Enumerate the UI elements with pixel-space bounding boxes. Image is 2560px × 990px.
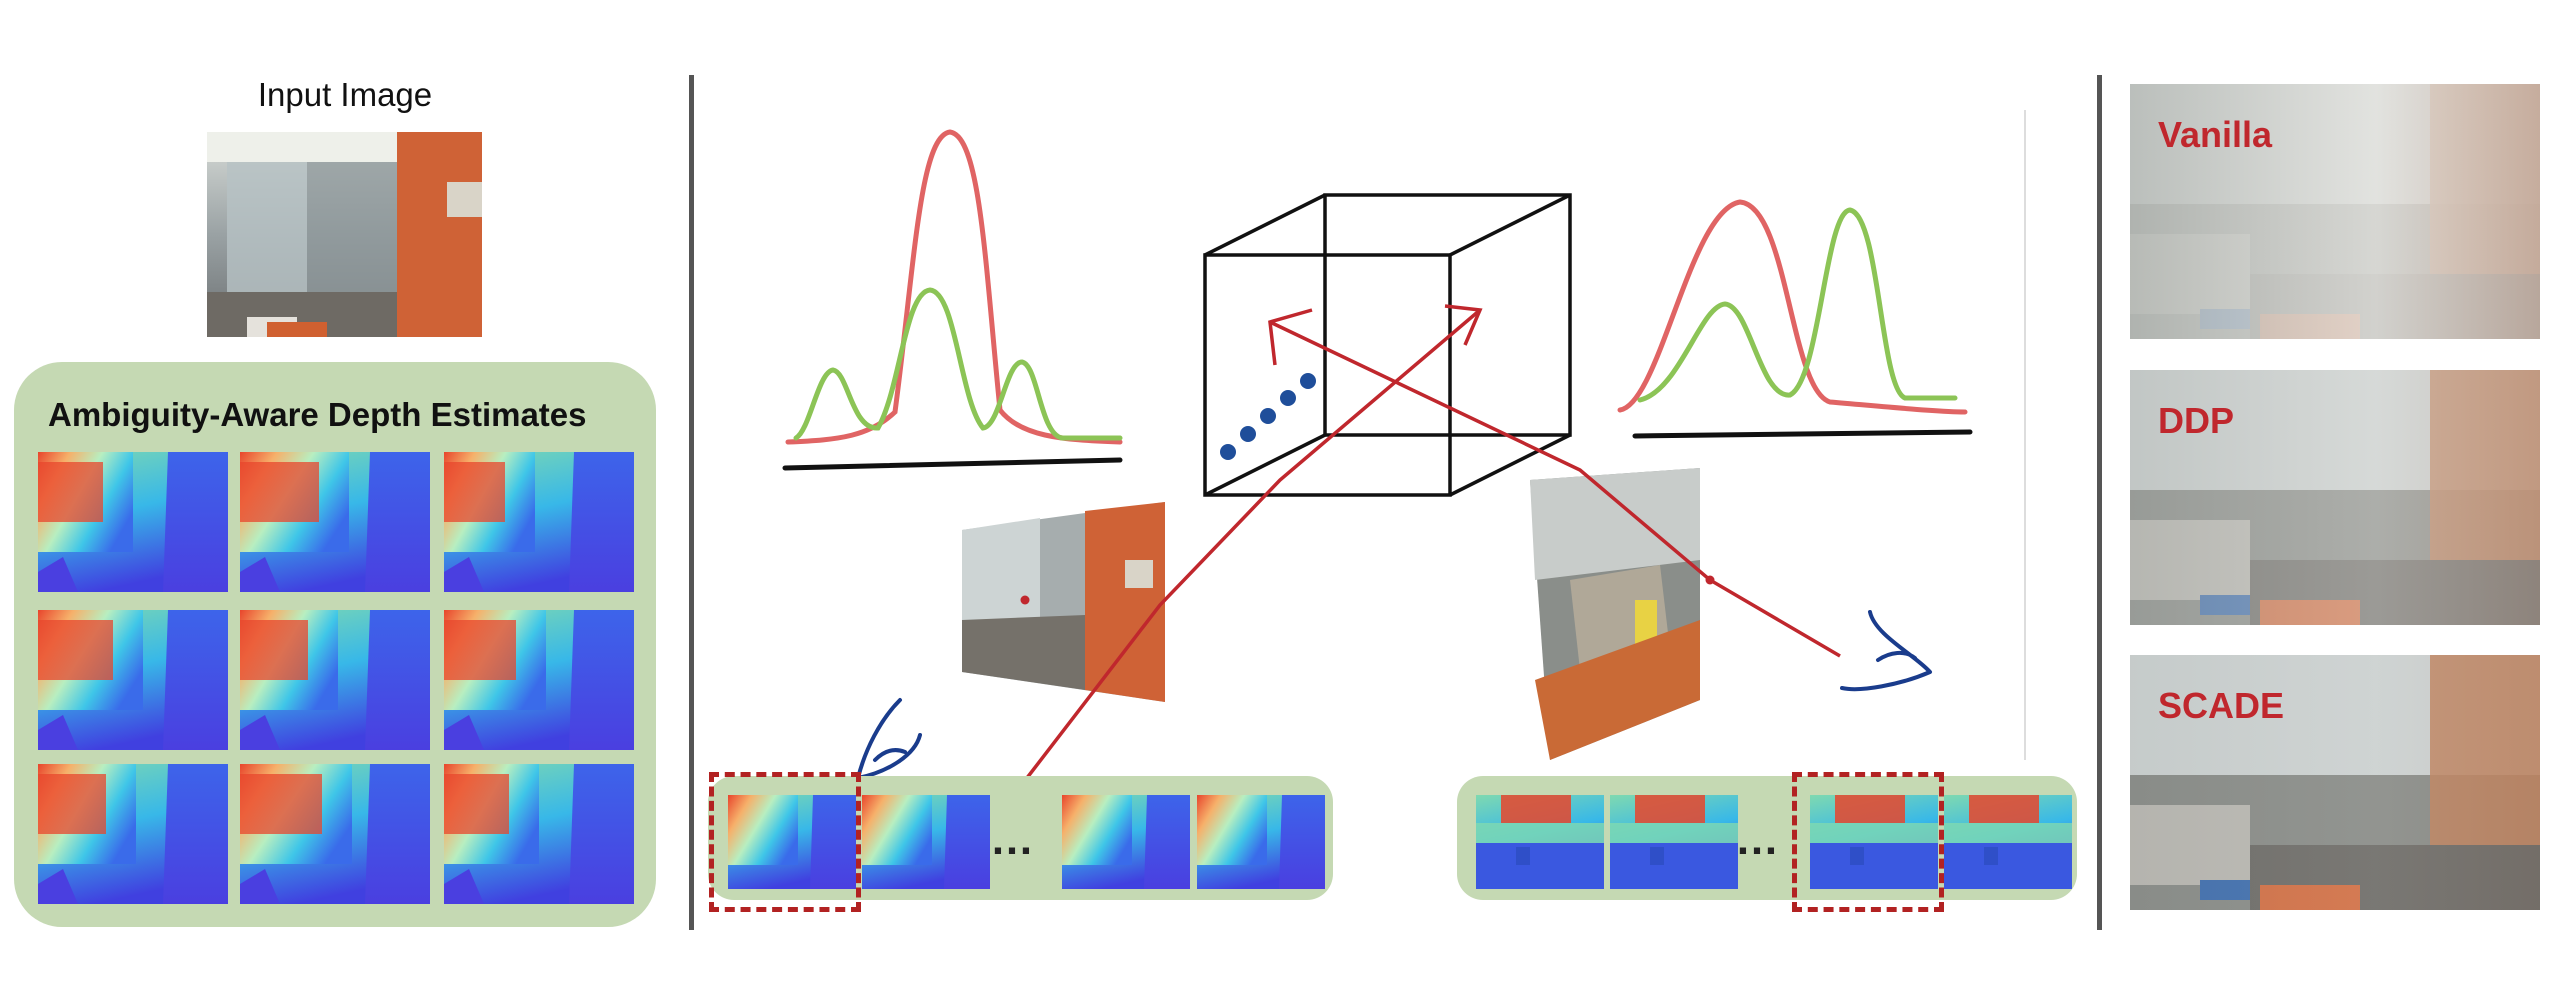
target-selected-frame: [1792, 772, 1944, 912]
target-ray-arrowhead: [1268, 308, 1313, 366]
middle-diagram: [782, 110, 2026, 789]
target-view-photo: [1530, 468, 1700, 760]
left-divider: [689, 75, 694, 930]
target-strip-tile-3: [1810, 795, 1938, 889]
source-selected-frame: [709, 772, 861, 912]
ray-samples: [1220, 373, 1316, 460]
target-strip-tile-2: [1610, 795, 1738, 889]
target-ray-point: [1705, 575, 1715, 585]
source-ray-arrowhead: [1444, 304, 1483, 346]
method-result-ddp: DDP: [2130, 370, 2540, 625]
target-strip-tile-4: [1944, 795, 2072, 889]
right-divider: [2097, 75, 2102, 930]
depth-estimates-title: Ambiguity-Aware Depth Estimates: [48, 396, 587, 433]
method-result-scade: SCADE: [2130, 655, 2540, 910]
wireframe-cube: [1203, 193, 1572, 497]
source-strip-tile-2: [862, 795, 990, 889]
depth-estimate-5: [240, 610, 430, 750]
method-label: DDP: [2158, 400, 2235, 441]
target-ray: [1269, 320, 1841, 658]
source-strip-tile-1: [728, 795, 856, 889]
left-red-distribution: [785, 129, 1123, 445]
depth-estimate-7: [38, 764, 228, 904]
source-strip-tile-4: [1197, 795, 1325, 889]
method-label: SCADE: [2158, 685, 2285, 726]
source-eye-icon: [856, 698, 922, 780]
left-green-distribution: [793, 287, 1123, 441]
source-view-photo: [962, 502, 1165, 702]
source-strip-ellipsis: …: [990, 815, 1040, 864]
depth-estimate-9: [444, 764, 634, 904]
input-image-title: Input Image: [257, 76, 433, 113]
source-ray: [1018, 308, 1482, 789]
depth-estimate-3: [444, 452, 634, 592]
depth-estimate-6: [444, 610, 634, 750]
depth-estimate-4: [38, 610, 228, 750]
method-result-vanilla: Vanilla: [2130, 84, 2540, 339]
right-baseline: [1632, 429, 1973, 439]
target-strip-ellipsis: …: [1735, 815, 1785, 864]
right-green-distribution: [1637, 207, 1958, 403]
input-image: [207, 132, 482, 337]
depth-estimate-1: [38, 452, 228, 592]
depth-estimate-8: [240, 764, 430, 904]
left-baseline: [782, 457, 1123, 471]
right-red-distribution: [1617, 199, 1968, 415]
source-ray-point: [1020, 595, 1030, 605]
depth-estimate-2: [240, 452, 430, 592]
target-eye-icon: [1840, 610, 1932, 692]
method-label: Vanilla: [2158, 114, 2273, 155]
source-strip-tile-3: [1062, 795, 1190, 889]
target-strip-tile-1: [1476, 795, 1604, 889]
